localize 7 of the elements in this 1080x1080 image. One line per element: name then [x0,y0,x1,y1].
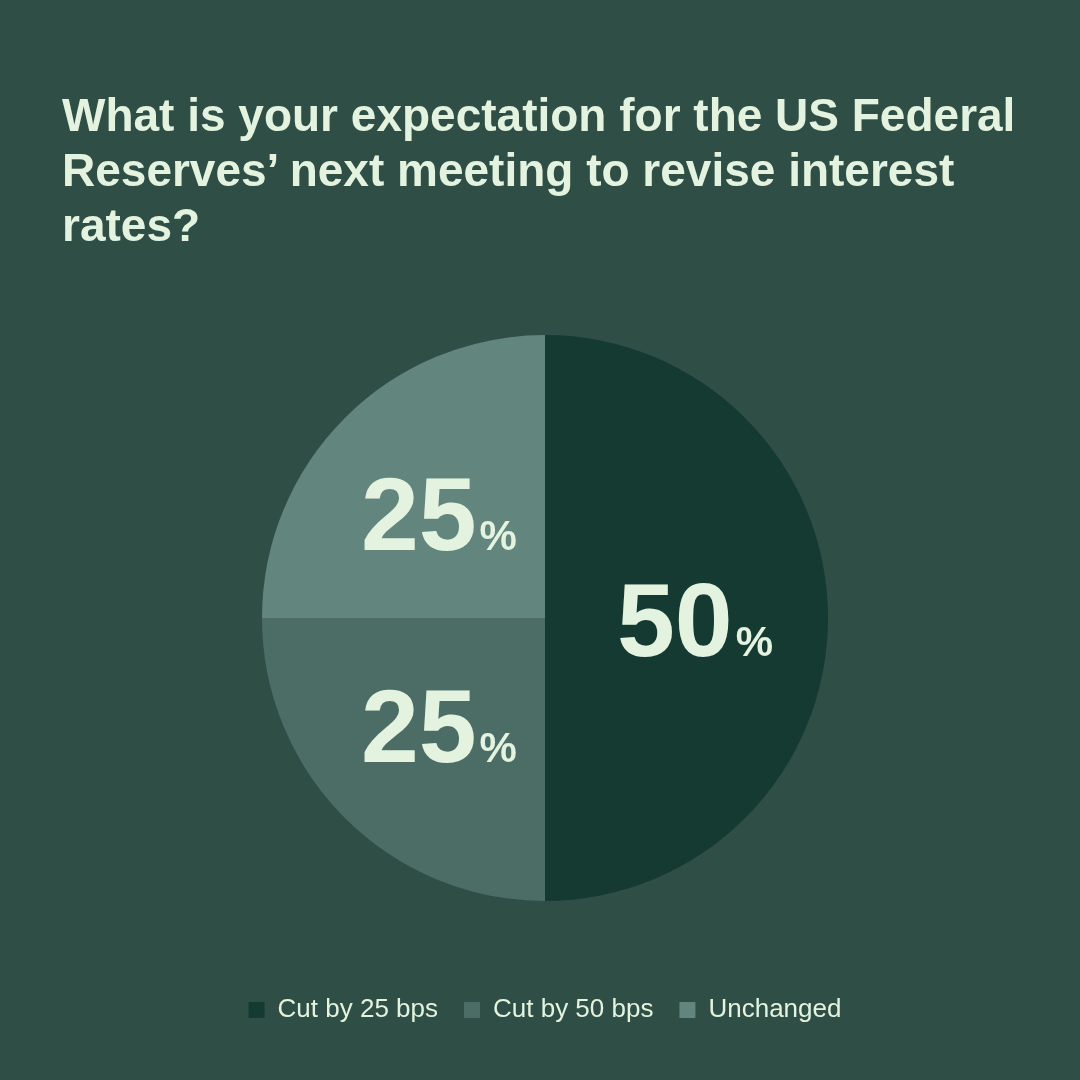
data-label: 50% [616,562,774,678]
legend-label: Cut by 25 bps [277,993,439,1024]
legend-label: Unchanged [708,993,842,1024]
chart-title: What is your expectation for the US Federal Reserves’ next meeting to revise interest rates? [62,88,1017,253]
data-label: 25% [360,668,517,785]
legend-label: Cut by 50 bps [493,993,654,1024]
data-label: 25% [360,455,517,572]
